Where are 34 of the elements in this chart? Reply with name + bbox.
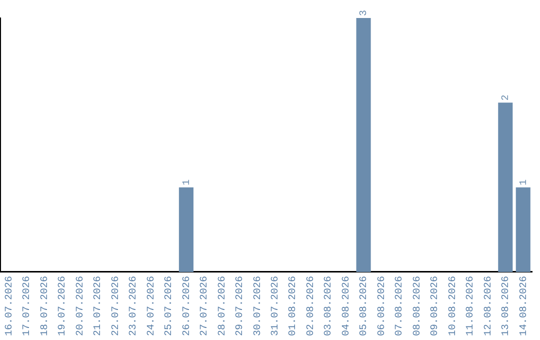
x-tick-label: 07.08.2026 <box>394 276 406 336</box>
x-tick-label: 05.08.2026 <box>359 276 370 336</box>
x-tick-label: 19.07.2026 <box>58 276 69 336</box>
x-tick-label: 29.07.2026 <box>235 276 246 336</box>
x-tick-label: 18.07.2026 <box>40 276 51 336</box>
x-tick-label: 08.08.2026 <box>412 276 424 336</box>
x-tick-label: 01.08.2026 <box>288 276 300 336</box>
x-tick-label: 25.07.2026 <box>164 276 176 336</box>
x-tick-label: 04.08.2026 <box>341 276 352 336</box>
x-tick-label: 13.08.2026 <box>501 276 512 336</box>
x-tick-label: 12.08.2026 <box>483 276 494 336</box>
x-tick-label: 21.07.2026 <box>93 276 104 336</box>
data-label: 1 <box>518 179 530 186</box>
x-tick-label: 16.07.2026 <box>4 276 16 336</box>
data-label: 1 <box>182 179 193 186</box>
x-tick-label: 03.08.2026 <box>324 276 335 336</box>
x-tick-label: 26.07.2026 <box>182 276 193 336</box>
x-tick-label: 06.08.2026 <box>376 276 388 336</box>
x-tick-label: 09.08.2026 <box>430 276 442 336</box>
x-tick-label: 23.07.2026 <box>128 276 140 336</box>
x-tick-label: 27.07.2026 <box>200 276 211 336</box>
x-tick-label: 28.07.2026 <box>217 276 228 336</box>
x-tick-label: 10.08.2026 <box>448 276 459 336</box>
data-label: 2 <box>501 94 512 101</box>
data-label: 3 <box>359 10 370 16</box>
x-tick-label: 11.08.2026 <box>466 276 477 336</box>
x-tick-label: 02.08.2026 <box>306 276 317 336</box>
x-tick-label: 17.07.2026 <box>22 276 34 336</box>
x-tick-label: 30.07.2026 <box>252 276 264 336</box>
x-tick-label: 20.07.2026 <box>75 276 86 336</box>
x-tick-label: 24.07.2026 <box>146 276 158 336</box>
x-tick-label: 14.08.2026 <box>518 276 530 336</box>
x-tick-label: 22.07.2026 <box>110 276 122 336</box>
x-tick-label: 31.07.2026 <box>270 276 282 336</box>
